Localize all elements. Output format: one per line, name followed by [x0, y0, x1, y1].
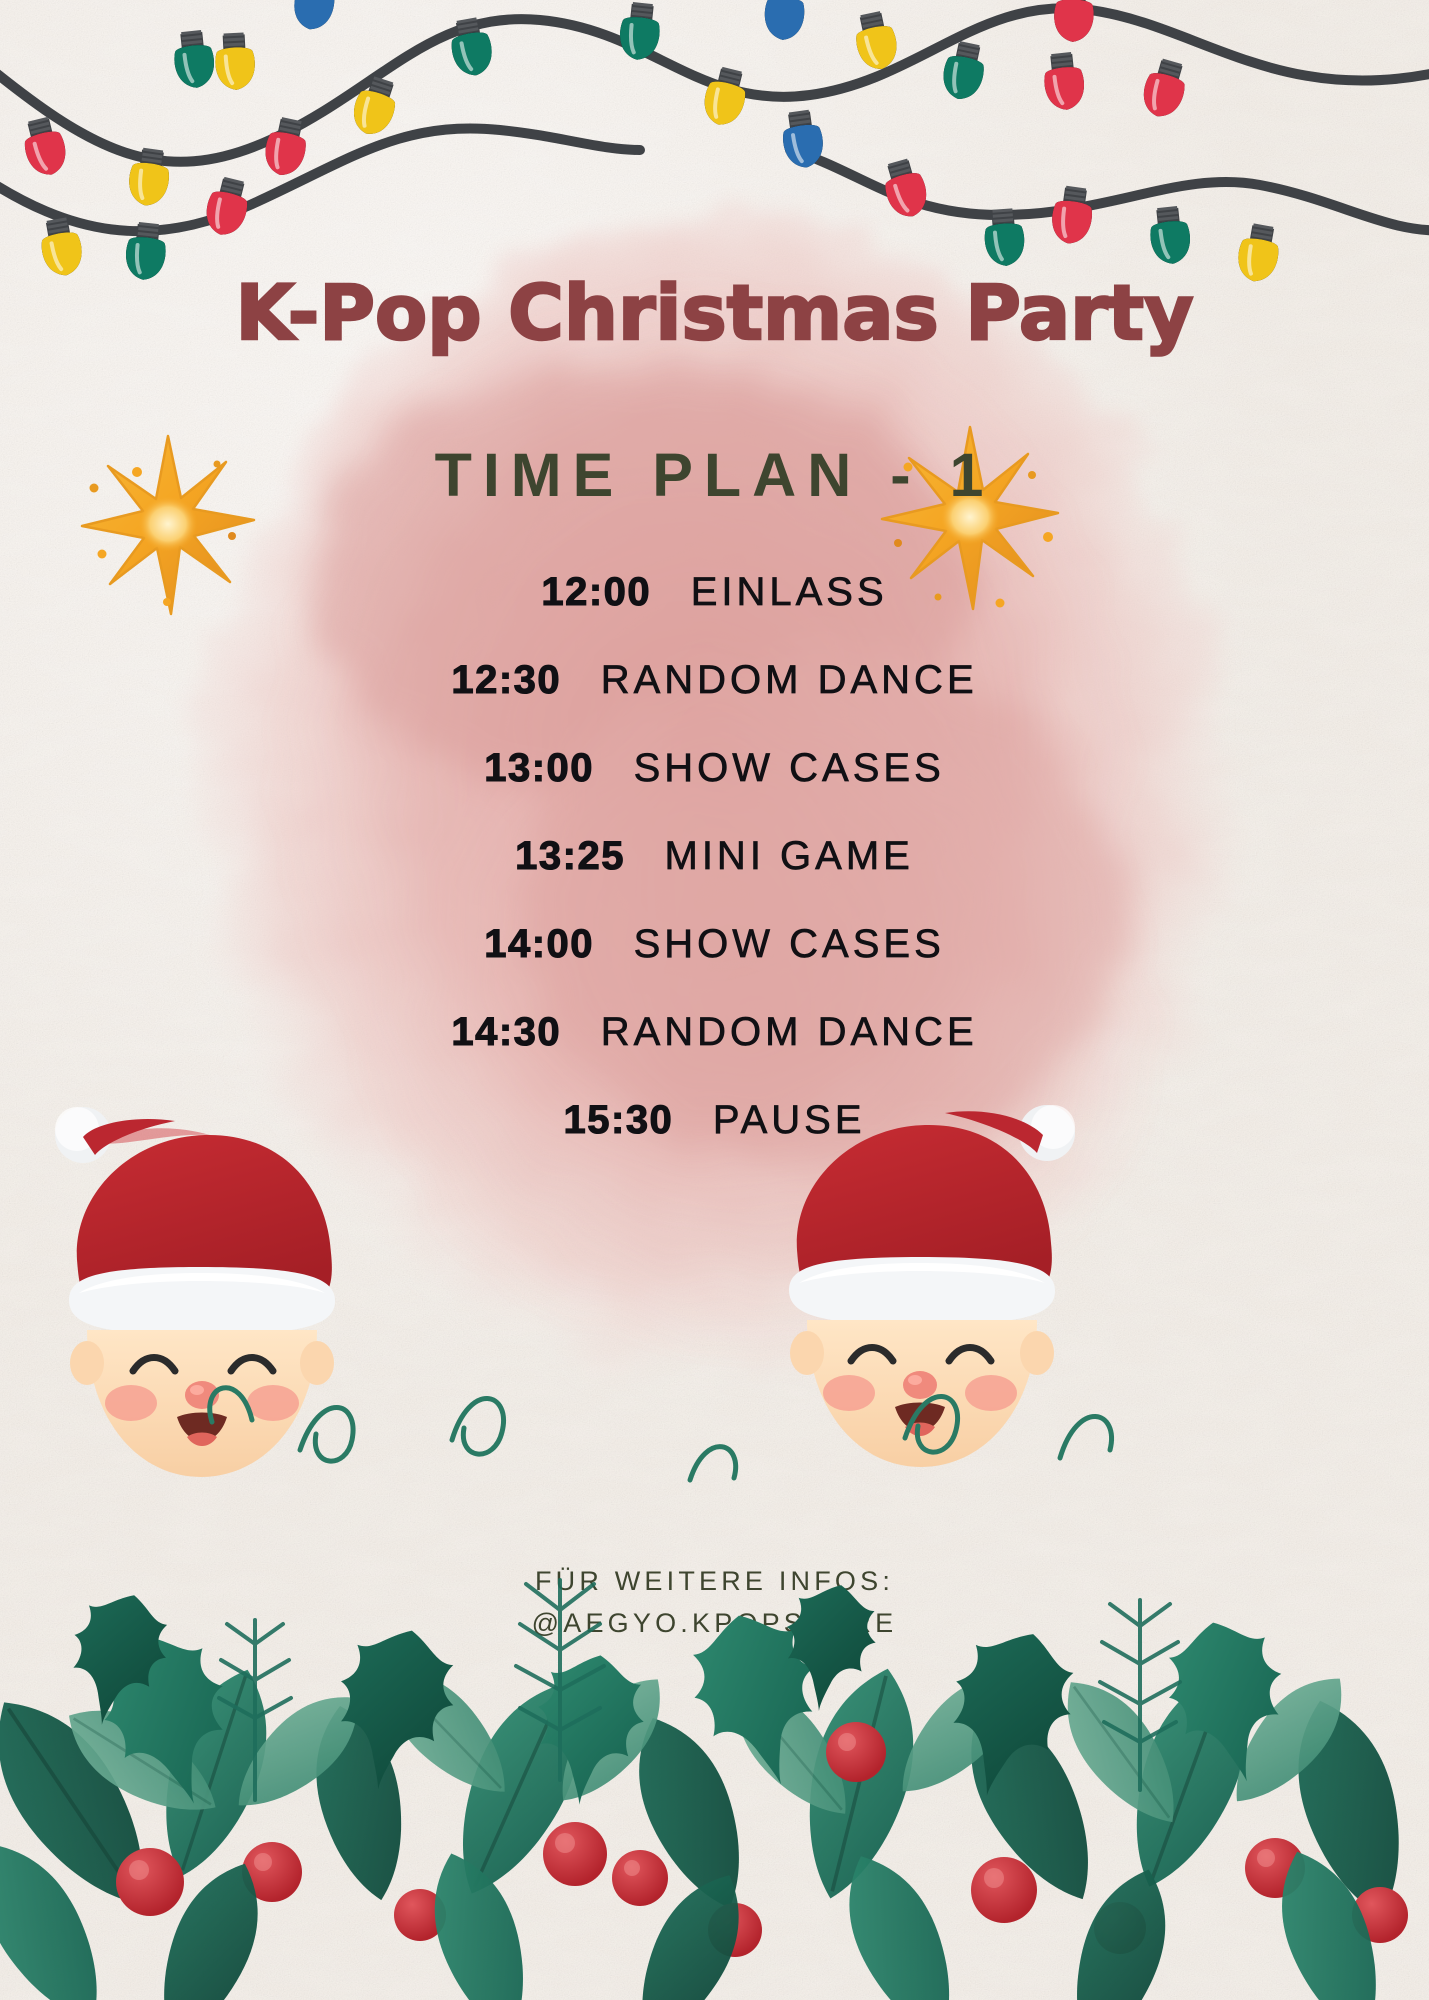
- schedule-time: 12:30: [451, 657, 587, 702]
- list-item: 15:30 PAUSE: [0, 1076, 1429, 1164]
- schedule-label: PAUSE: [712, 1098, 866, 1143]
- list-item: 13:00 SHOW CASES: [0, 724, 1429, 812]
- star-burst-icon: [880, 425, 1060, 611]
- schedule-time: 12:00: [541, 569, 677, 614]
- schedule-time: 13:00: [484, 745, 620, 790]
- schedule-time: 13:25: [515, 833, 651, 878]
- schedule-label: EINLASS: [690, 570, 888, 615]
- schedule-list: 12:00 EINLASS 12:30 RANDOM DANCE 13:00 S…: [0, 548, 1429, 1164]
- schedule-label: RANDOM DANCE: [600, 658, 978, 703]
- page-title: K-Pop Christmas Party: [234, 267, 1195, 359]
- schedule-time: 14:30: [451, 1009, 587, 1054]
- schedule-label: RANDOM DANCE: [600, 1010, 978, 1055]
- schedule-label: SHOW CASES: [633, 922, 945, 967]
- list-item: 14:00 SHOW CASES: [0, 900, 1429, 988]
- schedule-label: MINI GAME: [664, 834, 914, 879]
- holly-foliage-icon: [0, 1385, 1426, 2000]
- star-burst-icon: [80, 434, 256, 616]
- list-item: 13:25 MINI GAME: [0, 812, 1429, 900]
- schedule-label: SHOW CASES: [633, 746, 945, 791]
- list-item: 12:00 EINLASS: [0, 548, 1429, 636]
- string-lights-icon: [0, 0, 1429, 285]
- schedule-time: 14:00: [484, 921, 620, 966]
- santa-face-icon: [789, 1105, 1075, 1467]
- schedule-time: 15:30: [563, 1097, 699, 1142]
- santa-face-icon: [55, 1107, 335, 1477]
- list-item: 12:30 RANDOM DANCE: [0, 636, 1429, 724]
- list-item: 14:30 RANDOM DANCE: [0, 988, 1429, 1076]
- section-heading: TIME PLAN - 1: [434, 441, 995, 509]
